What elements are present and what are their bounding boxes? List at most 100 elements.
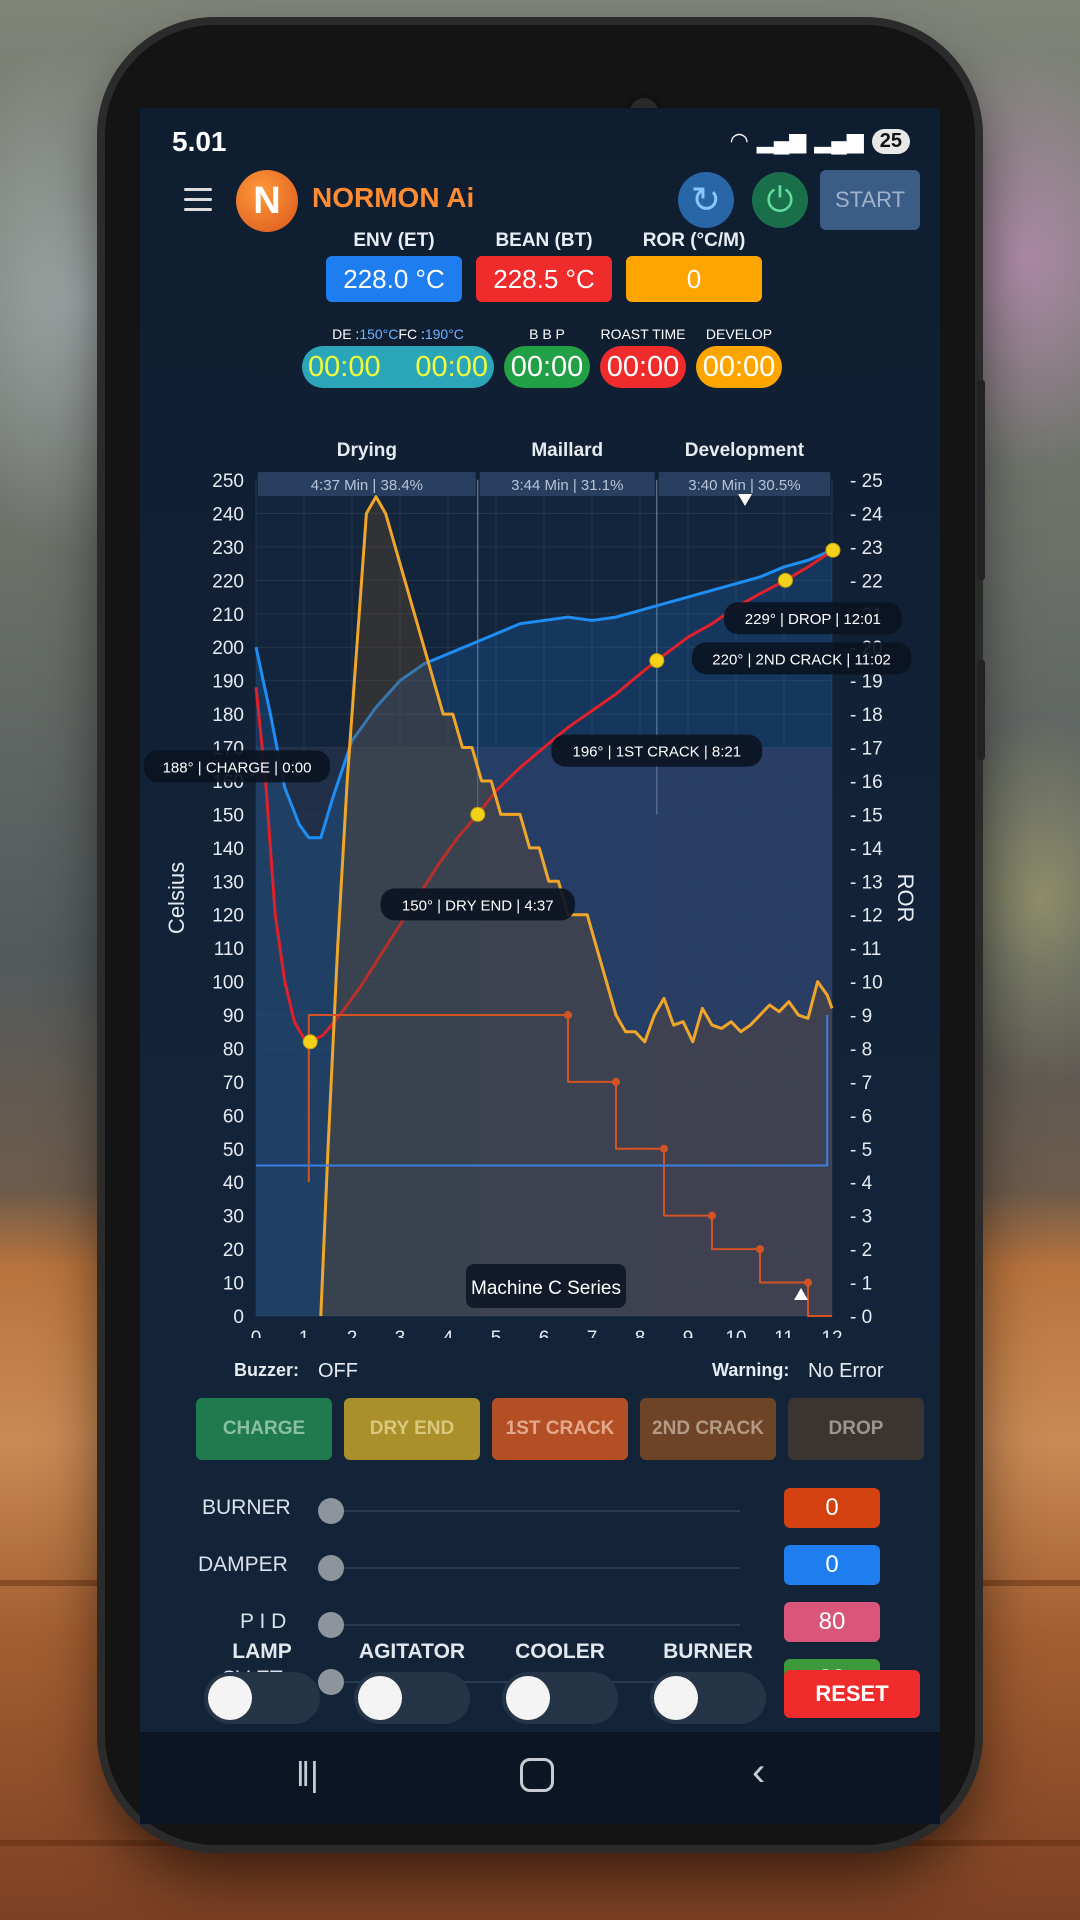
top-marker-icon [738, 494, 752, 506]
y2-tick-label: - 9 [850, 1006, 872, 1027]
phase-info-bar [258, 472, 476, 496]
dry-end-button[interactable]: DRY END [344, 1398, 480, 1460]
damper-slider-thumb[interactable] [318, 1555, 344, 1581]
event-point [825, 542, 841, 558]
volume-button [977, 380, 985, 580]
event-label: 220° | 2ND CRACK | 11:02 [712, 651, 891, 668]
y2-tick-label: - 16 [850, 772, 883, 793]
start-button[interactable]: START [820, 170, 920, 230]
y2-tick-label: - 19 [850, 672, 883, 693]
drop-button[interactable]: DROP [788, 1398, 924, 1460]
bean-value: 228.5 °C [476, 256, 612, 302]
power-side-button [977, 660, 985, 760]
second-crack-button[interactable]: 2ND CRACK [640, 1398, 776, 1460]
bean-label: BEAN (BT) [495, 230, 593, 251]
sync-button[interactable]: ↻ [678, 172, 734, 228]
ror-readout: ROR (°C/M) 0 [626, 230, 762, 302]
logo-icon: N [236, 170, 298, 232]
phase-info-bar [479, 472, 655, 496]
damper-value[interactable]: 0 [784, 1545, 880, 1585]
ror-area [320, 496, 832, 1317]
agitator-toggle-label: AGITATOR [358, 1640, 466, 1663]
burner-toggle[interactable] [650, 1672, 766, 1724]
app-bar: N NORMON Ai ↻ ⏻ START [140, 166, 940, 246]
pid-slider-track[interactable] [330, 1624, 740, 1626]
pid-slider-row: P I D 80 [140, 1600, 940, 1650]
y-tick-label: 210 [212, 605, 244, 626]
event-label: 188° | CHARGE | 0:00 [163, 759, 312, 776]
pid-slider-thumb[interactable] [318, 1612, 344, 1638]
y-tick-label: 180 [212, 705, 244, 726]
pid-slider-label: P I D [240, 1610, 287, 1633]
phase-info: 3:40 Min | 30.5% [688, 477, 800, 494]
y2-tick-label: - 14 [850, 839, 883, 860]
first-crack-button[interactable]: 1ST CRACK [492, 1398, 628, 1460]
lamp-toggle[interactable] [204, 1672, 320, 1724]
y2-tick-label: - 11 [850, 939, 881, 960]
signal-icon-2: ▂▄▆ [814, 128, 864, 153]
home-icon[interactable] [520, 1758, 554, 1792]
agitator-toggle-group: AGITATOR [352, 1640, 472, 1724]
damper-slider-track[interactable] [330, 1567, 740, 1569]
y-tick-label: 250 [212, 471, 244, 492]
de-time: 00:00 [308, 350, 381, 383]
sv-et-slider-thumb[interactable] [318, 1669, 344, 1695]
cooler-toggle-label: COOLER [515, 1640, 605, 1663]
y2-tick-label: - 13 [850, 872, 883, 893]
y2-tick-label: - 1 [850, 1274, 872, 1295]
y2-tick-label: - 18 [850, 705, 883, 726]
pid-value[interactable]: 80 [784, 1602, 880, 1642]
y2-tick-label: - 17 [850, 739, 883, 760]
y2-tick-label: - 0 [850, 1307, 872, 1328]
bean-readout: BEAN (BT) 228.5 °C [476, 230, 612, 302]
y-tick-label: 150 [212, 805, 244, 826]
menu-icon[interactable] [184, 188, 212, 212]
charge-button[interactable]: CHARGE [196, 1398, 332, 1460]
y-tick-label: 240 [212, 504, 244, 525]
y2-tick-label: - 5 [850, 1140, 872, 1161]
burner-slider-track[interactable] [330, 1510, 740, 1512]
event-label-box [144, 750, 330, 783]
fc-prefix: FC : [398, 326, 425, 342]
y-tick-label: 70 [223, 1073, 244, 1094]
recents-icon[interactable]: ‖| [296, 1756, 319, 1794]
back-icon[interactable]: ‹ [752, 1750, 766, 1794]
clock: 5.01 [172, 126, 227, 157]
env-readout: ENV (ET) 228.0 °C [326, 230, 462, 302]
env-value: 228.0 °C [326, 256, 462, 302]
machine-label: Machine C Series [471, 1278, 621, 1299]
y2-tick-label: - 15 [850, 805, 883, 826]
y2-tick-label: - 25 [850, 471, 883, 492]
y-tick-label: 80 [223, 1039, 244, 1060]
burner-slider-thumb[interactable] [318, 1498, 344, 1524]
burner-step-point [612, 1077, 620, 1086]
burner-step-point [804, 1278, 812, 1287]
burner-step-point [660, 1144, 668, 1153]
warning-label: Warning: [712, 1360, 790, 1380]
agitator-toggle[interactable] [354, 1672, 470, 1724]
x-tick-label: 0 [251, 1328, 262, 1338]
phase-info: 3:44 Min | 31.1% [511, 477, 623, 494]
roast-chart: 0102030405060708090100110120130140150160… [144, 440, 918, 1338]
y-tick-label: 230 [212, 538, 244, 559]
power-button[interactable]: ⏻ [752, 172, 808, 228]
ror-series-line [319, 495, 834, 1317]
env-label: ENV (ET) [353, 230, 435, 251]
y-tick-label: 40 [223, 1173, 244, 1194]
roast-label: ROAST TIME [600, 326, 686, 342]
cooler-toggle[interactable] [502, 1672, 618, 1724]
y2-axis-title: ROR [893, 874, 918, 923]
reset-button[interactable]: RESET [784, 1670, 920, 1718]
damper-slider-label: DAMPER [198, 1553, 288, 1576]
burner-slider-label: BURNER [202, 1496, 291, 1519]
y2-tick-label: - 23 [850, 538, 883, 559]
de-temp: 150°C [359, 326, 399, 342]
y-tick-label: 130 [212, 872, 244, 893]
y-tick-label: 200 [212, 638, 244, 659]
burner-value[interactable]: 0 [784, 1488, 880, 1528]
bbp-timer: B B P 00:00 [504, 326, 590, 388]
bottom-marker-icon [794, 1288, 808, 1300]
x-tick-label: 4 [443, 1328, 454, 1338]
y2-tick-label: - 4 [850, 1173, 873, 1194]
develop-label: DEVELOP [705, 326, 773, 342]
